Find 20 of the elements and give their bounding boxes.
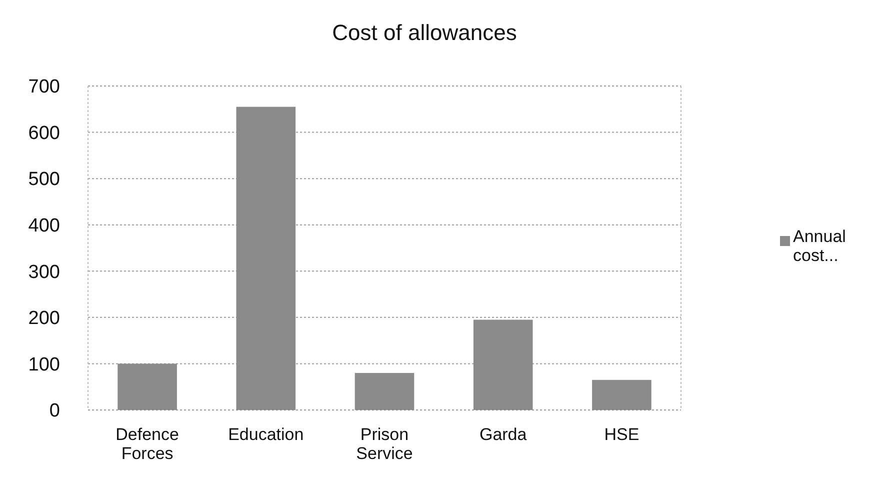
y-tick-label: 500 (28, 169, 60, 190)
x-tick-label: HSE (604, 425, 640, 444)
chart-title: Cost of allowances (332, 20, 517, 45)
bar (473, 320, 533, 410)
x-tick-label: Prison Service (356, 425, 413, 463)
x-tick-label: Education (228, 425, 304, 444)
bar (236, 106, 296, 410)
y-tick-label: 400 (28, 216, 60, 237)
y-tick-label: 200 (28, 308, 60, 330)
legend-label: Annual cost... (793, 227, 846, 265)
y-tick-label: 0 (49, 400, 60, 422)
y-tick-label: 700 (28, 76, 60, 98)
y-tick-label: 300 (28, 262, 60, 283)
bar (118, 364, 177, 410)
x-tick-label: Garda (479, 425, 528, 444)
bar (592, 380, 652, 410)
y-tick-label: 100 (28, 354, 60, 376)
x-tick-label: Defence Forces (116, 425, 179, 463)
y-tick-label: 600 (28, 122, 60, 144)
bar (354, 372, 414, 410)
